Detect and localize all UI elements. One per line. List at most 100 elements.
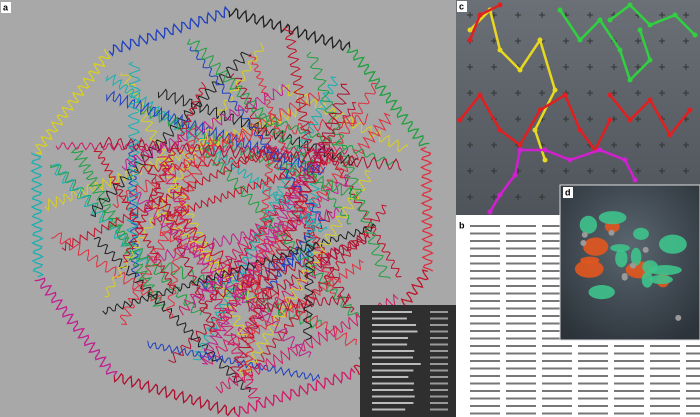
text-row [542, 285, 572, 287]
text-row [470, 375, 500, 377]
text-row [470, 285, 500, 287]
grid-cross [587, 12, 593, 18]
text-row [650, 397, 680, 400]
text-row [470, 382, 500, 385]
strand-node [647, 57, 653, 63]
grid-cross [515, 194, 521, 200]
text-row [614, 412, 644, 415]
strand-node [537, 37, 543, 43]
text-row [542, 412, 572, 415]
helix [93, 147, 177, 289]
atom [580, 240, 587, 247]
helix [302, 239, 316, 341]
ribbon [641, 271, 653, 288]
panel-label: b [459, 220, 465, 230]
panel-b-text-list [470, 225, 700, 415]
strand-node [637, 27, 643, 33]
strand-node [517, 67, 523, 73]
text-row [506, 330, 536, 332]
helix [30, 152, 45, 278]
text-row [506, 382, 536, 385]
grid-cross [659, 90, 665, 96]
text-row [506, 367, 536, 370]
text-row [506, 292, 536, 295]
text-row [470, 292, 500, 295]
helix [121, 83, 291, 172]
helix [148, 188, 268, 297]
grid-cross [467, 168, 473, 174]
text-row [686, 345, 700, 347]
menu-shortcut [430, 408, 448, 411]
text-row [470, 330, 500, 332]
grid-cross [659, 38, 665, 44]
strand-node [647, 22, 653, 28]
grid-cross [683, 90, 689, 96]
helix [106, 90, 326, 176]
text-row [470, 390, 500, 392]
grid-cross [467, 142, 473, 148]
menu-item [372, 317, 407, 320]
text-row [542, 300, 572, 302]
helix [113, 372, 236, 417]
text-row [542, 330, 572, 332]
grid-cross [587, 116, 593, 122]
grid-cross [563, 142, 569, 148]
text-row [470, 367, 500, 370]
strand [488, 149, 522, 213]
text-row [614, 375, 644, 377]
helix [202, 246, 340, 365]
strand-node [627, 2, 633, 8]
strand [520, 148, 637, 181]
text-row [542, 262, 572, 265]
text-row [542, 375, 572, 377]
helix [129, 191, 312, 358]
menu-item [372, 324, 417, 326]
helix [160, 262, 322, 329]
text-row [542, 345, 572, 347]
grid-cross [491, 64, 497, 70]
strand [469, 7, 557, 161]
grid-cross [587, 90, 593, 96]
text-row [470, 270, 500, 272]
label-box [1, 2, 11, 13]
grid-cross [683, 12, 689, 18]
menu-item [372, 350, 415, 352]
text-row [650, 352, 680, 355]
helix [234, 367, 356, 417]
menu-shortcut [430, 330, 448, 333]
grid-cross [515, 116, 521, 122]
grid-cross [587, 168, 593, 174]
menu-item [372, 389, 414, 391]
helix [419, 146, 434, 272]
ribbon [642, 260, 658, 274]
strand-node [467, 27, 473, 33]
text-row [542, 277, 572, 280]
grid-cross [611, 168, 617, 174]
helix [102, 222, 377, 316]
helix [99, 136, 402, 171]
strand-node [477, 12, 483, 18]
text-row [506, 270, 536, 272]
strand-node [597, 147, 603, 153]
helix [61, 145, 275, 252]
panel-d-structure [574, 211, 687, 321]
text-row [506, 307, 536, 310]
ribbon [649, 275, 673, 285]
strand-node [537, 107, 543, 113]
helix [228, 7, 351, 52]
text-row [686, 412, 700, 415]
text-row [506, 397, 536, 400]
label-box [457, 220, 467, 231]
text-row [578, 412, 608, 415]
text-row [614, 405, 644, 407]
strand-node [607, 117, 613, 123]
text-row [578, 360, 608, 362]
text-row [578, 397, 608, 400]
menu-item [372, 395, 415, 398]
grid-cross [467, 64, 473, 70]
text-row [470, 262, 500, 265]
strand-node [512, 172, 518, 178]
helix [136, 137, 220, 337]
helix [229, 83, 351, 378]
text-row [506, 315, 536, 317]
